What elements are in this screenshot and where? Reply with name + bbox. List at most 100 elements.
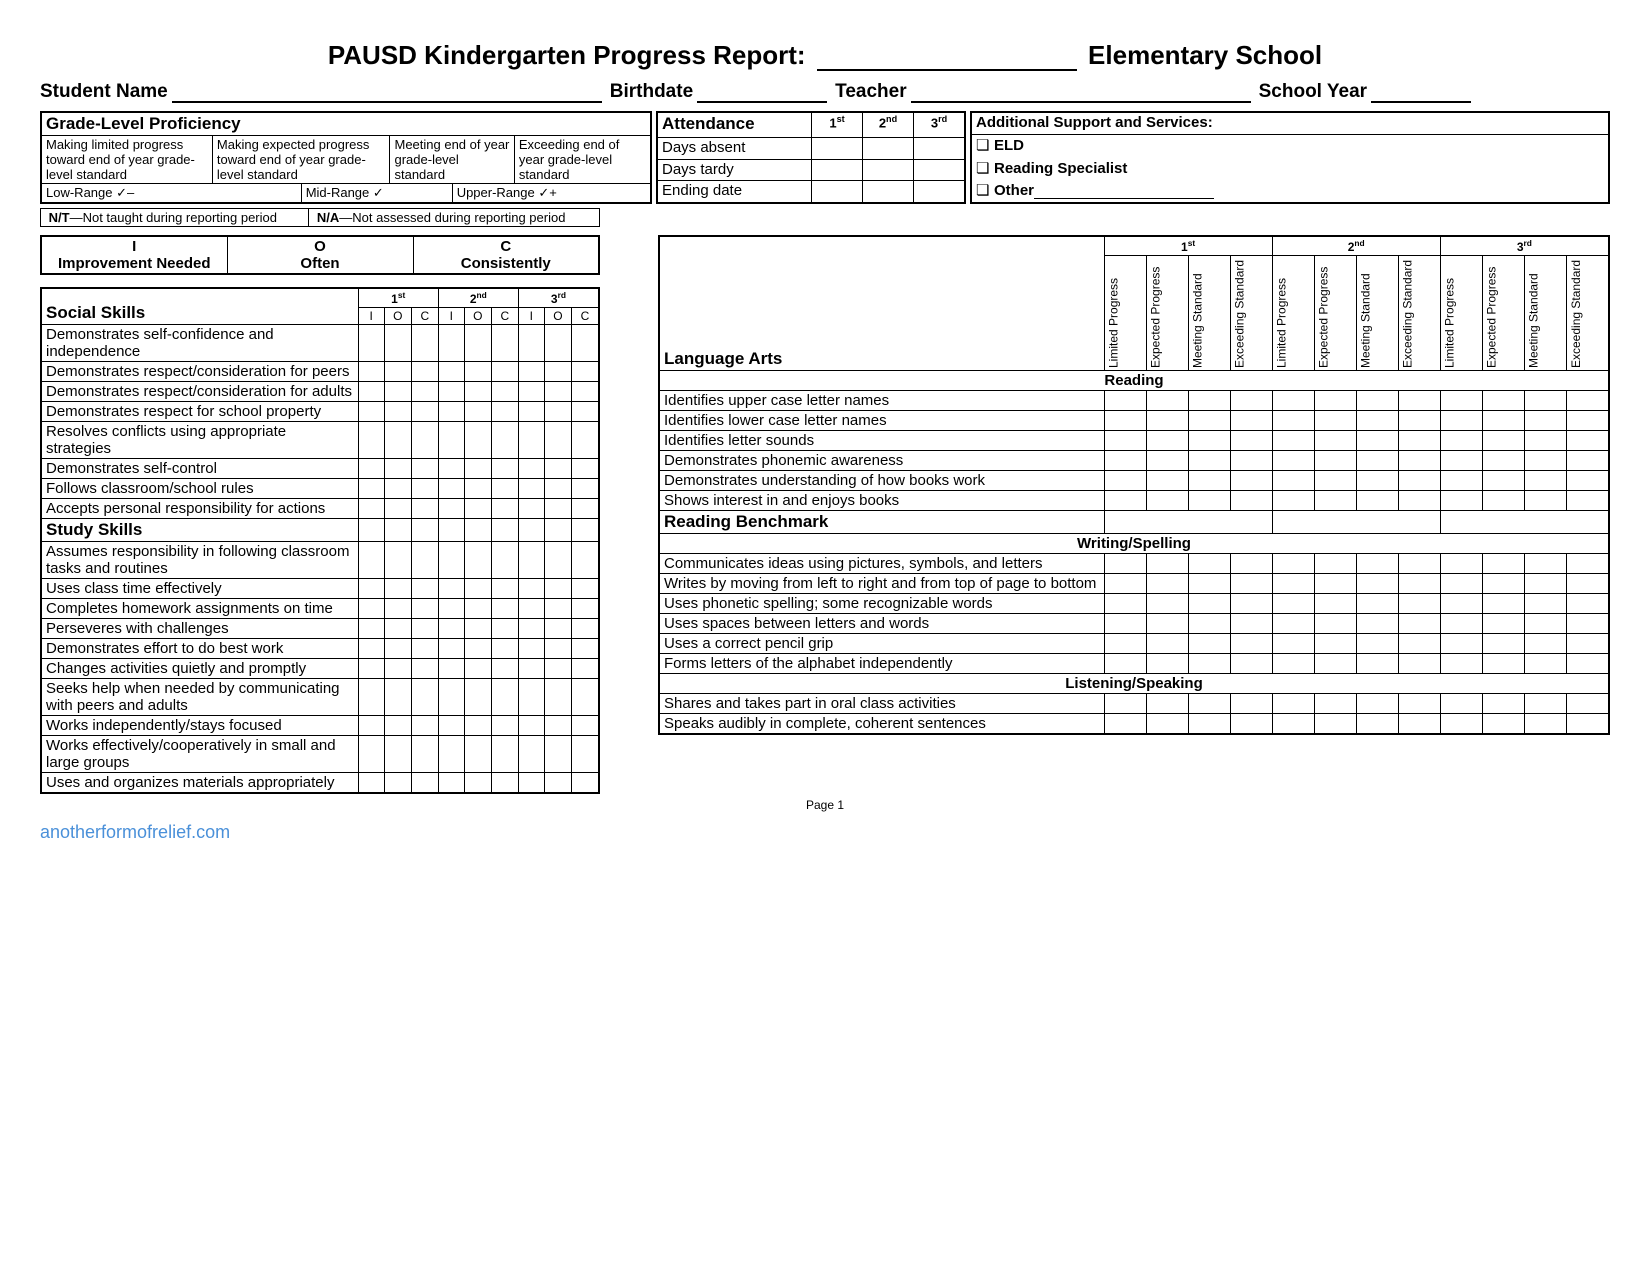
grade-cell[interactable] bbox=[1440, 491, 1482, 511]
grade-cell[interactable] bbox=[1524, 431, 1566, 451]
grade-cell[interactable] bbox=[1188, 391, 1230, 411]
grade-cell[interactable] bbox=[1482, 451, 1524, 471]
grade-cell[interactable] bbox=[491, 402, 518, 422]
grade-cell[interactable] bbox=[518, 382, 544, 402]
grade-cell[interactable] bbox=[1398, 554, 1440, 574]
grade-cell[interactable] bbox=[1272, 491, 1314, 511]
grade-cell[interactable] bbox=[544, 325, 571, 362]
grade-cell[interactable] bbox=[384, 459, 411, 479]
grade-cell[interactable] bbox=[544, 382, 571, 402]
grade-cell[interactable] bbox=[544, 362, 571, 382]
grade-cell[interactable] bbox=[1146, 471, 1188, 491]
grade-cell[interactable] bbox=[1524, 694, 1566, 714]
grade-cell[interactable] bbox=[358, 599, 384, 619]
grade-cell[interactable] bbox=[571, 382, 599, 402]
grade-cell[interactable] bbox=[1524, 491, 1566, 511]
grade-cell[interactable] bbox=[358, 619, 384, 639]
grade-cell[interactable] bbox=[1566, 634, 1609, 654]
grade-cell[interactable] bbox=[518, 679, 544, 716]
grade-cell[interactable] bbox=[544, 599, 571, 619]
grade-cell[interactable] bbox=[491, 479, 518, 499]
grade-cell[interactable] bbox=[1146, 451, 1188, 471]
grade-cell[interactable] bbox=[571, 479, 599, 499]
grade-cell[interactable] bbox=[1230, 391, 1272, 411]
grade-cell[interactable] bbox=[464, 499, 491, 519]
grade-cell[interactable] bbox=[1356, 694, 1398, 714]
grade-cell[interactable] bbox=[518, 619, 544, 639]
grade-cell[interactable] bbox=[1230, 491, 1272, 511]
grade-cell[interactable] bbox=[1356, 614, 1398, 634]
grade-cell[interactable] bbox=[544, 679, 571, 716]
grade-cell[interactable] bbox=[1440, 411, 1482, 431]
grade-cell[interactable] bbox=[544, 639, 571, 659]
grade-cell[interactable] bbox=[518, 325, 544, 362]
grade-cell[interactable] bbox=[358, 542, 384, 579]
grade-cell[interactable] bbox=[1314, 574, 1356, 594]
grade-cell[interactable] bbox=[384, 639, 411, 659]
grade-cell[interactable] bbox=[384, 402, 411, 422]
grade-cell[interactable] bbox=[518, 773, 544, 794]
grade-cell[interactable] bbox=[384, 542, 411, 579]
grade-cell[interactable] bbox=[1356, 574, 1398, 594]
grade-cell[interactable] bbox=[491, 599, 518, 619]
grade-cell[interactable] bbox=[358, 402, 384, 422]
grade-cell[interactable] bbox=[438, 325, 464, 362]
grade-cell[interactable] bbox=[464, 382, 491, 402]
grade-cell[interactable] bbox=[571, 499, 599, 519]
teacher-blank[interactable] bbox=[911, 83, 1251, 103]
grade-cell[interactable] bbox=[438, 422, 464, 459]
grade-cell[interactable] bbox=[1104, 391, 1146, 411]
grade-cell[interactable] bbox=[358, 679, 384, 716]
grade-cell[interactable] bbox=[411, 716, 438, 736]
grade-cell[interactable] bbox=[1398, 594, 1440, 614]
grade-cell[interactable] bbox=[1146, 574, 1188, 594]
grade-cell[interactable] bbox=[1272, 594, 1314, 614]
grade-cell[interactable] bbox=[384, 679, 411, 716]
grade-cell[interactable] bbox=[1146, 391, 1188, 411]
grade-cell[interactable] bbox=[571, 716, 599, 736]
grade-cell[interactable] bbox=[1524, 471, 1566, 491]
grade-cell[interactable] bbox=[544, 542, 571, 579]
grade-cell[interactable] bbox=[571, 736, 599, 773]
grade-cell[interactable] bbox=[1524, 574, 1566, 594]
grade-cell[interactable] bbox=[491, 382, 518, 402]
grade-cell[interactable] bbox=[1146, 694, 1188, 714]
grade-cell[interactable] bbox=[411, 382, 438, 402]
grade-cell[interactable] bbox=[1566, 451, 1609, 471]
grade-cell[interactable] bbox=[1188, 471, 1230, 491]
grade-cell[interactable] bbox=[1356, 391, 1398, 411]
grade-cell[interactable] bbox=[1440, 614, 1482, 634]
grade-cell[interactable] bbox=[1104, 594, 1146, 614]
grade-cell[interactable] bbox=[384, 736, 411, 773]
grade-cell[interactable] bbox=[571, 619, 599, 639]
grade-cell[interactable] bbox=[464, 479, 491, 499]
grade-cell[interactable] bbox=[1440, 574, 1482, 594]
grade-cell[interactable] bbox=[518, 479, 544, 499]
grade-cell[interactable] bbox=[1146, 594, 1188, 614]
grade-cell[interactable] bbox=[1482, 491, 1524, 511]
grade-cell[interactable] bbox=[1398, 694, 1440, 714]
grade-cell[interactable] bbox=[544, 773, 571, 794]
grade-cell[interactable] bbox=[438, 736, 464, 773]
grade-cell[interactable] bbox=[1314, 554, 1356, 574]
grade-cell[interactable] bbox=[464, 542, 491, 579]
grade-cell[interactable] bbox=[491, 459, 518, 479]
grade-cell[interactable] bbox=[1230, 634, 1272, 654]
grade-cell[interactable] bbox=[1482, 431, 1524, 451]
grade-cell[interactable] bbox=[411, 499, 438, 519]
grade-cell[interactable] bbox=[518, 599, 544, 619]
grade-cell[interactable] bbox=[1566, 471, 1609, 491]
grade-cell[interactable] bbox=[1104, 694, 1146, 714]
grade-cell[interactable] bbox=[1272, 391, 1314, 411]
grade-cell[interactable] bbox=[358, 362, 384, 382]
grade-cell[interactable] bbox=[491, 362, 518, 382]
grade-cell[interactable] bbox=[464, 459, 491, 479]
grade-cell[interactable] bbox=[464, 579, 491, 599]
grade-cell[interactable] bbox=[491, 422, 518, 459]
grade-cell[interactable] bbox=[1482, 594, 1524, 614]
grade-cell[interactable] bbox=[544, 659, 571, 679]
grade-cell[interactable] bbox=[1104, 654, 1146, 674]
grade-cell[interactable] bbox=[1104, 471, 1146, 491]
grade-cell[interactable] bbox=[1356, 471, 1398, 491]
grade-cell[interactable] bbox=[491, 542, 518, 579]
